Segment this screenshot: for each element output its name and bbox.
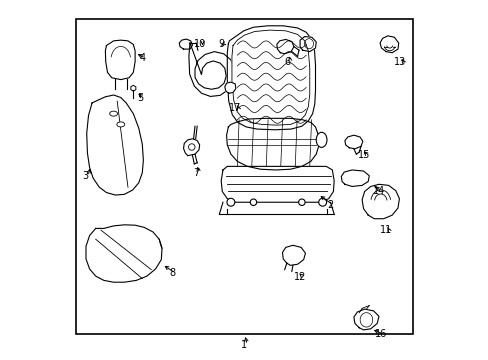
Polygon shape [86,95,143,195]
Text: 2: 2 [327,200,333,210]
Polygon shape [131,85,136,91]
Text: 3: 3 [81,171,88,181]
Text: 10: 10 [193,39,205,49]
Text: 12: 12 [293,272,305,282]
Text: 7: 7 [193,168,199,178]
Ellipse shape [318,198,326,206]
Polygon shape [362,184,399,219]
Polygon shape [183,139,199,156]
Polygon shape [344,135,362,149]
Text: 16: 16 [374,329,386,339]
Polygon shape [105,40,135,80]
Text: 5: 5 [137,93,143,103]
Text: 8: 8 [169,268,176,278]
Polygon shape [221,166,333,202]
Polygon shape [353,309,378,330]
Text: 11: 11 [379,225,391,235]
Polygon shape [188,43,234,96]
Text: 17: 17 [229,103,241,113]
Text: 6: 6 [284,57,290,67]
Text: 13: 13 [393,57,406,67]
Ellipse shape [298,199,305,206]
Polygon shape [276,40,293,54]
Polygon shape [224,82,235,93]
Bar [76,19,412,334]
Polygon shape [341,170,368,186]
Text: 9: 9 [218,39,224,49]
Polygon shape [86,225,162,282]
Polygon shape [226,118,319,170]
Text: 15: 15 [358,150,370,160]
Polygon shape [231,30,309,125]
Text: 14: 14 [372,186,385,196]
Text: 1: 1 [241,340,247,350]
Ellipse shape [226,198,234,206]
Ellipse shape [109,111,117,116]
Ellipse shape [250,199,256,206]
Ellipse shape [188,144,195,150]
Polygon shape [300,37,316,51]
Text: 4: 4 [139,53,145,63]
Polygon shape [379,36,398,53]
Ellipse shape [316,132,326,147]
Polygon shape [227,26,315,130]
Polygon shape [179,39,192,49]
Ellipse shape [117,122,124,127]
Polygon shape [282,245,305,265]
